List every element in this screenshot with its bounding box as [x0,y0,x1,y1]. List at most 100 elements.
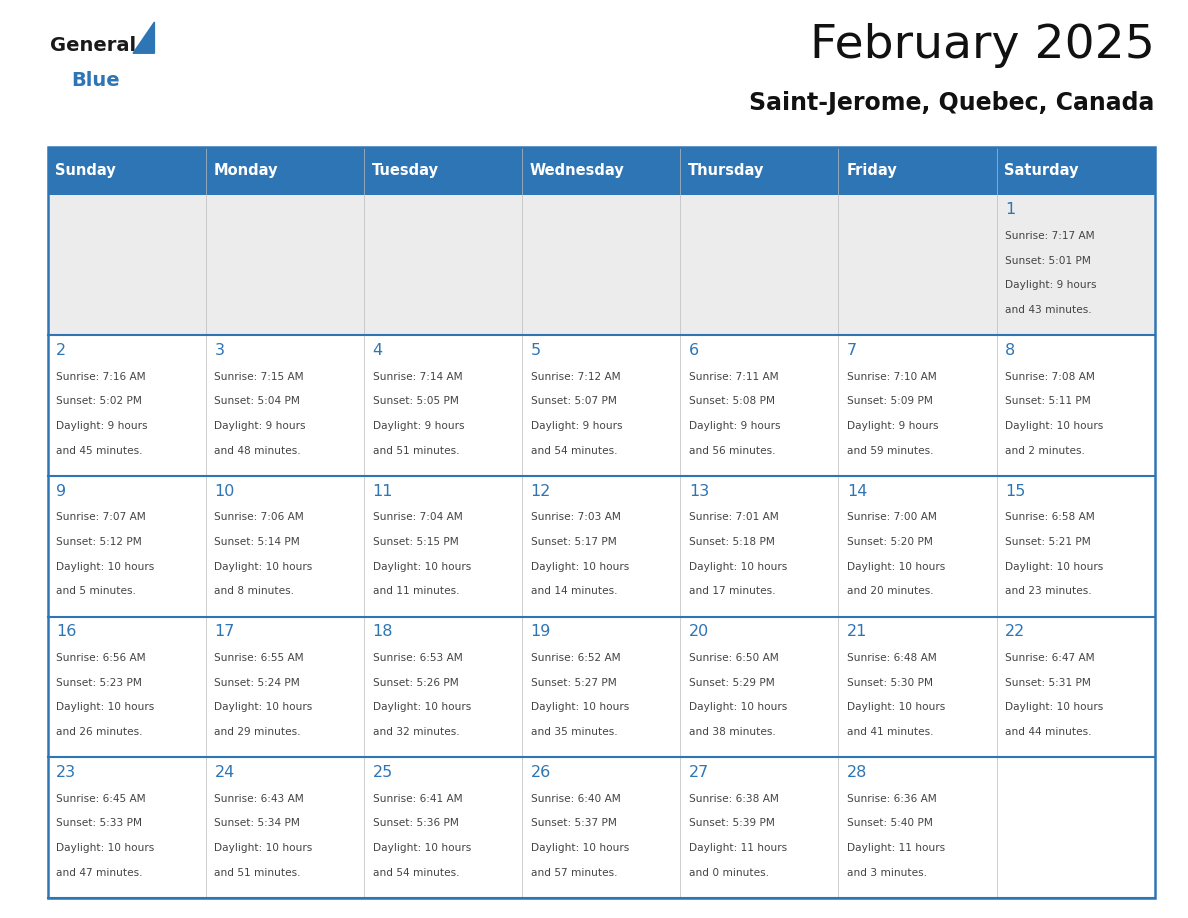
Bar [681,476,839,617]
Text: and 8 minutes.: and 8 minutes. [214,587,295,597]
Text: and 56 minutes.: and 56 minutes. [689,445,776,455]
Text: Sunset: 5:34 PM: Sunset: 5:34 PM [214,818,301,828]
Text: Daylight: 9 hours: Daylight: 9 hours [214,421,305,431]
Text: Daylight: 9 hours: Daylight: 9 hours [531,421,623,431]
Text: Sunset: 5:02 PM: Sunset: 5:02 PM [56,397,143,407]
Text: Daylight: 10 hours: Daylight: 10 hours [373,702,470,712]
Bar [997,335,1155,476]
Text: Thursday: Thursday [688,163,765,178]
Bar [364,617,522,757]
Text: Sunrise: 6:45 AM: Sunrise: 6:45 AM [56,794,146,804]
Text: Daylight: 10 hours: Daylight: 10 hours [847,702,946,712]
Bar [364,195,522,335]
Text: Tuesday: Tuesday [372,163,438,178]
Text: Monday: Monday [214,163,278,178]
Text: Sunset: 5:27 PM: Sunset: 5:27 PM [531,677,617,688]
Text: and 51 minutes.: and 51 minutes. [373,445,459,455]
Text: and 29 minutes.: and 29 minutes. [214,727,301,737]
Text: and 0 minutes.: and 0 minutes. [689,868,769,878]
Text: and 38 minutes.: and 38 minutes. [689,727,776,737]
Text: Sunrise: 7:01 AM: Sunrise: 7:01 AM [689,512,778,522]
Text: Sunrise: 7:00 AM: Sunrise: 7:00 AM [847,512,937,522]
Text: Daylight: 10 hours: Daylight: 10 hours [689,702,788,712]
Text: Sunrise: 6:41 AM: Sunrise: 6:41 AM [373,794,462,804]
Bar [839,147,997,195]
Text: Sunset: 5:15 PM: Sunset: 5:15 PM [373,537,459,547]
Text: Sunday: Sunday [56,163,116,178]
Text: Sunrise: 6:47 AM: Sunrise: 6:47 AM [1005,653,1095,663]
Bar [206,617,364,757]
Text: and 57 minutes.: and 57 minutes. [531,868,618,878]
Text: Saint-Jerome, Quebec, Canada: Saint-Jerome, Quebec, Canada [750,91,1155,115]
Text: 24: 24 [214,765,235,780]
Text: Sunrise: 7:08 AM: Sunrise: 7:08 AM [1005,372,1095,382]
Bar [48,476,206,617]
Text: and 43 minutes.: and 43 minutes. [1005,305,1092,315]
Bar [48,147,1155,898]
Text: Sunrise: 6:58 AM: Sunrise: 6:58 AM [1005,512,1095,522]
Text: 11: 11 [373,484,393,498]
Text: Sunset: 5:12 PM: Sunset: 5:12 PM [56,537,143,547]
Text: Sunset: 5:08 PM: Sunset: 5:08 PM [689,397,775,407]
Text: 5: 5 [531,343,541,358]
Text: Sunset: 5:30 PM: Sunset: 5:30 PM [847,677,933,688]
Bar [364,476,522,617]
Text: 7: 7 [847,343,858,358]
Text: 20: 20 [689,624,709,639]
Text: 2: 2 [56,343,67,358]
Text: and 47 minutes.: and 47 minutes. [56,868,143,878]
Text: Sunrise: 6:53 AM: Sunrise: 6:53 AM [373,653,462,663]
Text: Sunset: 5:23 PM: Sunset: 5:23 PM [56,677,143,688]
Text: 21: 21 [847,624,867,639]
Text: Sunrise: 6:48 AM: Sunrise: 6:48 AM [847,653,937,663]
Text: Daylight: 10 hours: Daylight: 10 hours [214,702,312,712]
Text: Sunset: 5:18 PM: Sunset: 5:18 PM [689,537,775,547]
Text: and 3 minutes.: and 3 minutes. [847,868,927,878]
Text: 3: 3 [214,343,225,358]
Bar [48,617,206,757]
Text: Sunrise: 6:55 AM: Sunrise: 6:55 AM [214,653,304,663]
Text: Blue: Blue [71,72,120,90]
Text: Sunrise: 6:40 AM: Sunrise: 6:40 AM [531,794,620,804]
Text: 27: 27 [689,765,709,780]
Text: Sunrise: 7:10 AM: Sunrise: 7:10 AM [847,372,937,382]
Bar [48,335,206,476]
Bar [839,757,997,898]
Text: Sunrise: 7:14 AM: Sunrise: 7:14 AM [373,372,462,382]
Bar [206,335,364,476]
Text: Daylight: 9 hours: Daylight: 9 hours [847,421,939,431]
Text: General: General [50,37,135,55]
Text: Sunrise: 6:50 AM: Sunrise: 6:50 AM [689,653,778,663]
Text: and 54 minutes.: and 54 minutes. [373,868,459,878]
Text: Wednesday: Wednesday [530,163,625,178]
Text: 18: 18 [373,624,393,639]
Text: 15: 15 [1005,484,1025,498]
Bar [681,757,839,898]
Text: Sunrise: 7:15 AM: Sunrise: 7:15 AM [214,372,304,382]
Bar [839,476,997,617]
Text: Sunrise: 7:16 AM: Sunrise: 7:16 AM [56,372,146,382]
Text: Daylight: 9 hours: Daylight: 9 hours [373,421,465,431]
Bar [681,617,839,757]
Bar [839,195,997,335]
Text: Sunset: 5:20 PM: Sunset: 5:20 PM [847,537,933,547]
Text: February 2025: February 2025 [810,23,1155,69]
Bar [522,195,681,335]
Text: Daylight: 10 hours: Daylight: 10 hours [373,843,470,853]
Text: Sunset: 5:17 PM: Sunset: 5:17 PM [531,537,617,547]
Text: and 20 minutes.: and 20 minutes. [847,587,934,597]
Text: Sunset: 5:36 PM: Sunset: 5:36 PM [373,818,459,828]
Bar [997,757,1155,898]
Bar [206,757,364,898]
Text: and 23 minutes.: and 23 minutes. [1005,587,1092,597]
Text: Daylight: 10 hours: Daylight: 10 hours [214,843,312,853]
Text: 26: 26 [531,765,551,780]
Text: and 48 minutes.: and 48 minutes. [214,445,301,455]
Text: Daylight: 10 hours: Daylight: 10 hours [214,562,312,572]
Text: Daylight: 10 hours: Daylight: 10 hours [531,843,628,853]
Text: 14: 14 [847,484,867,498]
Text: Sunset: 5:37 PM: Sunset: 5:37 PM [531,818,617,828]
Bar [48,195,206,335]
Bar [681,335,839,476]
Bar [48,147,206,195]
